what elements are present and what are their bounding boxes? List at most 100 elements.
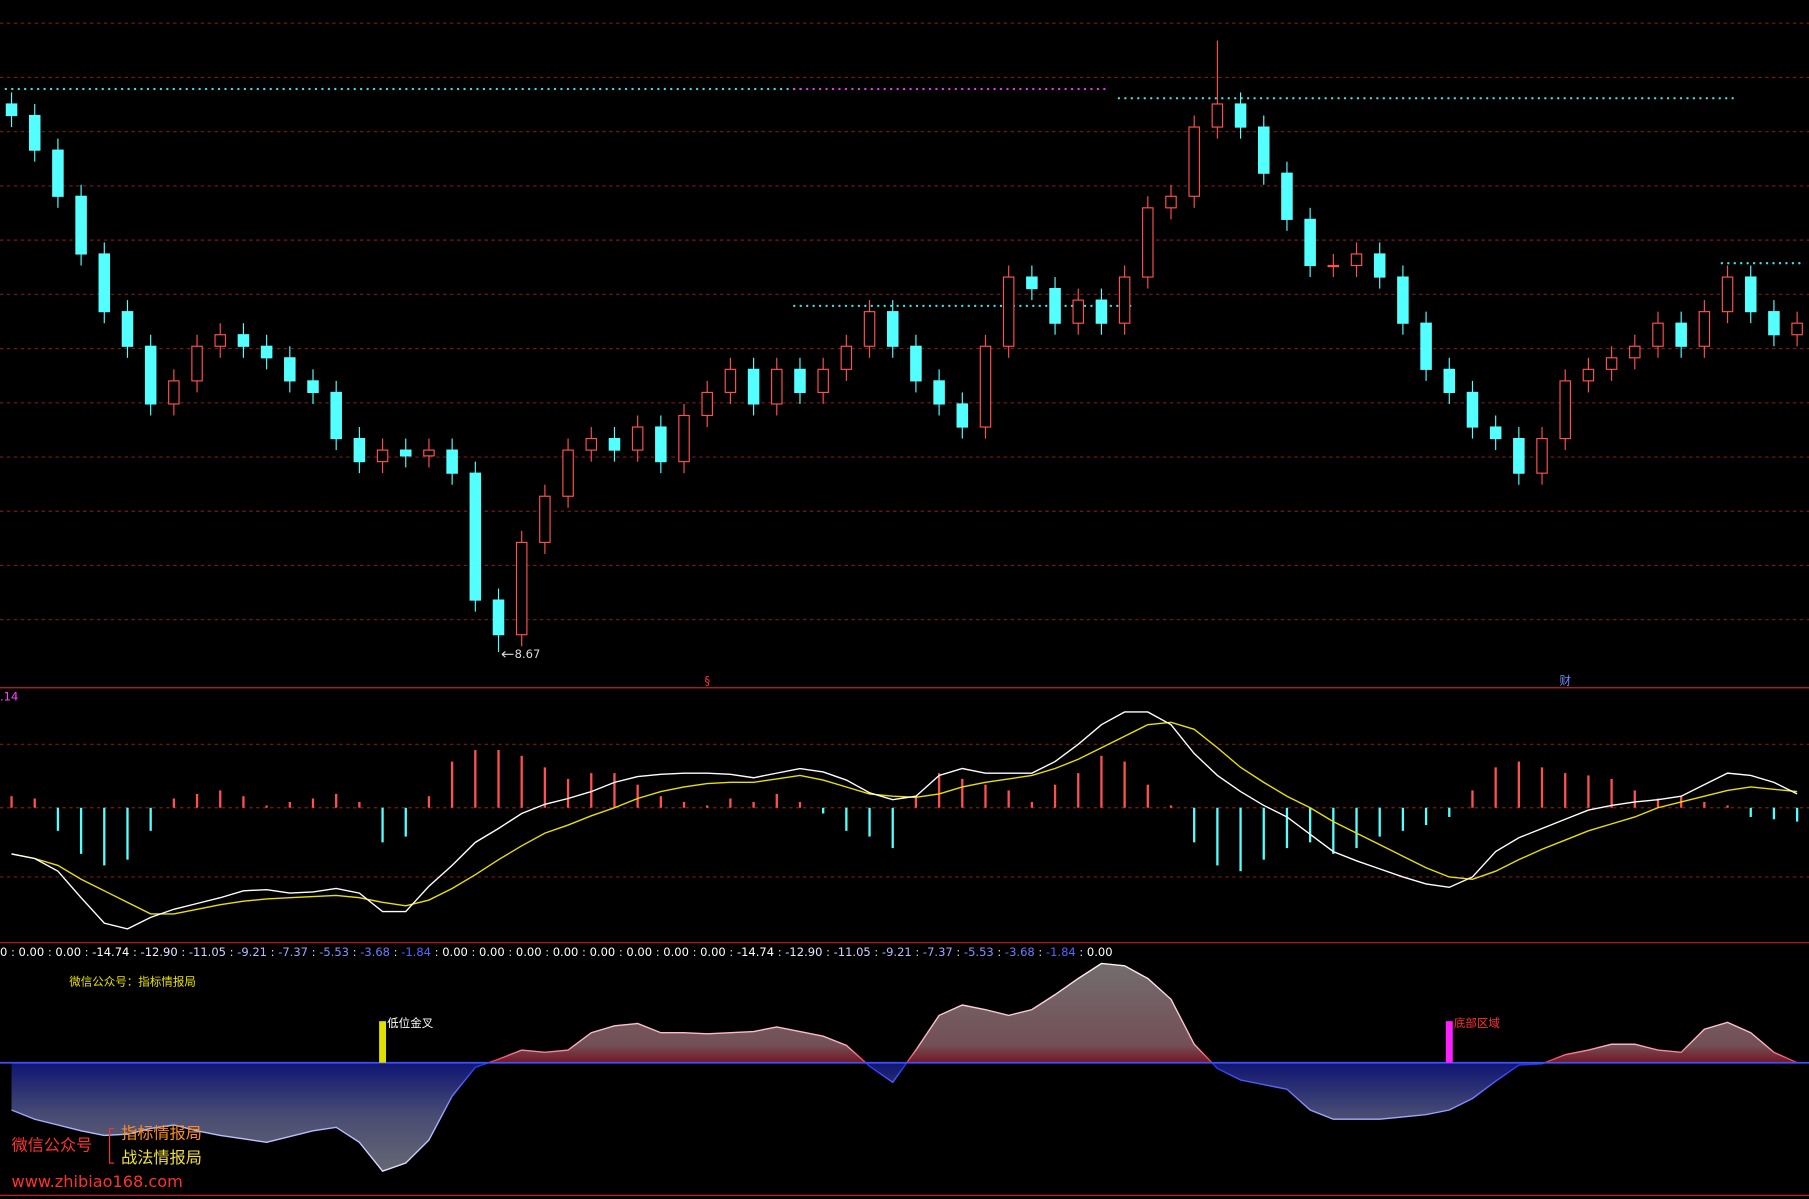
candle-body [562, 449, 574, 497]
event-marker: § [704, 673, 710, 687]
readout-separator: : [390, 944, 401, 958]
candle-body [585, 437, 598, 451]
candle-body [1721, 276, 1734, 313]
low-label: 8.67 [515, 647, 541, 661]
candle-body [1536, 437, 1548, 474]
signal-label: 低位金叉 [387, 1016, 434, 1030]
readout-separator: : [308, 944, 319, 958]
candle-body [608, 437, 621, 451]
readout-separator: : [726, 944, 737, 958]
readout-separator: : [615, 944, 626, 958]
readout-separator: : [871, 944, 882, 958]
readout: 0 : 0.00 : 0.00 : -14.74 : -12.90 : -11.… [0, 944, 1113, 958]
candle-body [701, 391, 713, 417]
readout-separator: : [129, 944, 140, 958]
readout-value: -1.84 [1046, 944, 1076, 958]
readout-value: 0.00 [626, 944, 652, 958]
candle-body [75, 195, 87, 255]
candle-body [168, 380, 180, 405]
candle-body [817, 368, 829, 393]
readout-value: -9.21 [237, 944, 267, 958]
watermark-bracket [109, 1127, 115, 1164]
candle-body [1629, 345, 1641, 359]
candle-body [840, 345, 853, 370]
candle-body [376, 449, 389, 463]
readout-separator: : [578, 944, 589, 958]
readout-separator: : [7, 944, 18, 958]
candle-body [979, 345, 992, 428]
readout-separator: : [542, 944, 553, 958]
readout-value: -7.37 [278, 944, 308, 958]
readout-value: -3.68 [360, 944, 390, 958]
candle-body [307, 380, 319, 393]
readout-value: 0.00 [55, 944, 81, 958]
readout-separator: : [652, 944, 663, 958]
candle-body [1744, 276, 1757, 313]
candle-body [1791, 322, 1803, 336]
watermark-brand: 指标情报局 [121, 1124, 202, 1143]
band-line [11, 962, 1798, 1172]
readout-value: -14.74 [737, 944, 774, 958]
readout-separator: : [267, 944, 278, 958]
readout-separator: : [178, 944, 189, 958]
candle-body [1257, 126, 1270, 174]
candle-body [1768, 311, 1780, 336]
readout-separator: : [431, 944, 442, 958]
candle-body [1675, 322, 1687, 347]
candle-body [353, 437, 366, 463]
readout-value: -12.90 [141, 944, 178, 958]
indicator-label: .14 [0, 689, 18, 703]
candle-body [1489, 426, 1502, 440]
candle-body [933, 380, 945, 405]
signal-label: 底部区域 [1454, 1016, 1501, 1030]
candle-body [1397, 276, 1409, 324]
readout-value: -3.68 [1005, 944, 1035, 958]
low-arrow [501, 650, 514, 658]
candle-body [260, 345, 273, 359]
candle-body [1002, 276, 1015, 347]
candle-body [1118, 276, 1131, 324]
readout-separator: : [953, 944, 964, 958]
indicator-caption: 微信公众号：指标情报局 [69, 974, 196, 988]
watermark-label: 微信公众号 [12, 1135, 93, 1154]
readout-value: 0.00 [553, 944, 579, 958]
candle-body [214, 334, 227, 347]
candle-body [1466, 391, 1479, 428]
candle-body [724, 368, 737, 393]
readout-value: -5.53 [319, 944, 349, 958]
readout-value: 0.00 [442, 944, 468, 958]
candle-body [1350, 253, 1363, 267]
candle-body [1234, 103, 1247, 128]
readout-value: -12.90 [785, 944, 822, 958]
candle-body [1095, 299, 1108, 324]
candle-body [1605, 357, 1618, 370]
dif-line [11, 711, 1798, 930]
candle-body [655, 426, 667, 463]
candle-body [5, 103, 18, 117]
readout-value: -7.37 [923, 944, 953, 958]
candle-body [747, 368, 760, 405]
readout-value: 0.00 [1087, 944, 1113, 958]
candle-body [1443, 368, 1456, 393]
candle-body [1049, 288, 1061, 324]
readout-value: -14.74 [92, 944, 129, 958]
watermark-url: www.zhibiao168.com [12, 1172, 183, 1191]
candle-body [886, 311, 899, 347]
signal-bar [1445, 1021, 1453, 1063]
readout-separator: : [468, 944, 479, 958]
candle-body [1072, 299, 1085, 324]
dea-line [11, 721, 1798, 915]
readout-value: 0.00 [19, 944, 45, 958]
candle-body [28, 114, 41, 151]
candle-body [191, 345, 203, 382]
candle-body [144, 345, 157, 405]
candle-body [1420, 322, 1432, 370]
candle-body [284, 357, 296, 382]
candle-body [1304, 218, 1316, 267]
candle-body [1698, 311, 1711, 347]
candle-body [98, 253, 111, 313]
candle-body [910, 345, 922, 382]
readout-value: -5.53 [964, 944, 994, 958]
